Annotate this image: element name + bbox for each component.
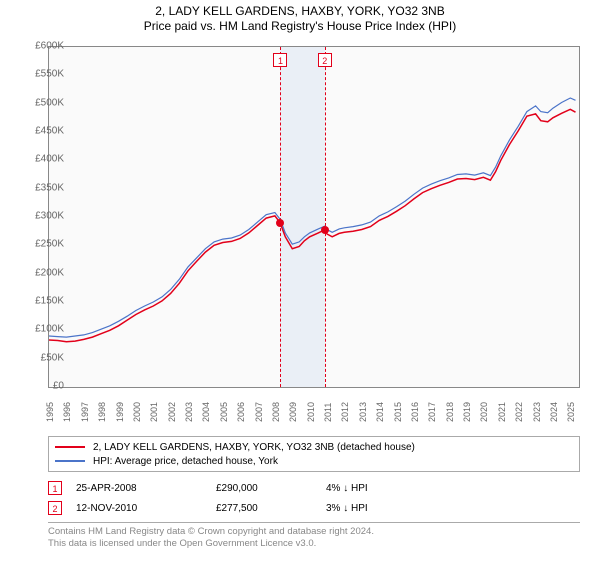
chart-plot-area: 12 xyxy=(48,46,580,388)
sales-hpi-delta: 3% ↓ HPI xyxy=(326,503,446,514)
legend-row: 2, LADY KELL GARDENS, HAXBY, YORK, YO32 … xyxy=(55,440,573,454)
page-subtitle: Price paid vs. HM Land Registry's House … xyxy=(0,19,600,33)
sales-row: 1 25-APR-2008 £290,000 4% ↓ HPI xyxy=(48,478,580,498)
legend-swatch xyxy=(55,460,85,462)
footnote-line: This data is licensed under the Open Gov… xyxy=(48,538,580,550)
sales-row: 2 12-NOV-2010 £277,500 3% ↓ HPI xyxy=(48,498,580,518)
sales-marker-icon: 1 xyxy=(48,481,62,495)
page-title: 2, LADY KELL GARDENS, HAXBY, YORK, YO32 … xyxy=(0,4,600,18)
sales-price: £277,500 xyxy=(216,503,326,514)
chart-series xyxy=(49,47,579,387)
sales-table: 1 25-APR-2008 £290,000 4% ↓ HPI 2 12-NOV… xyxy=(48,478,580,523)
legend-label: HPI: Average price, detached house, York xyxy=(93,456,278,467)
legend-swatch xyxy=(55,446,85,448)
sales-price: £290,000 xyxy=(216,483,326,494)
sales-hpi-delta: 4% ↓ HPI xyxy=(326,483,446,494)
legend-block: 2, LADY KELL GARDENS, HAXBY, YORK, YO32 … xyxy=(48,436,580,551)
footnote-line: Contains HM Land Registry data © Crown c… xyxy=(48,526,580,538)
legend-series-box: 2, LADY KELL GARDENS, HAXBY, YORK, YO32 … xyxy=(48,436,580,472)
sales-marker-icon: 2 xyxy=(48,501,62,515)
legend-label: 2, LADY KELL GARDENS, HAXBY, YORK, YO32 … xyxy=(93,442,415,453)
footnote: Contains HM Land Registry data © Crown c… xyxy=(48,526,580,551)
sales-date: 25-APR-2008 xyxy=(76,483,216,494)
sales-date: 12-NOV-2010 xyxy=(76,503,216,514)
legend-row: HPI: Average price, detached house, York xyxy=(55,454,573,468)
